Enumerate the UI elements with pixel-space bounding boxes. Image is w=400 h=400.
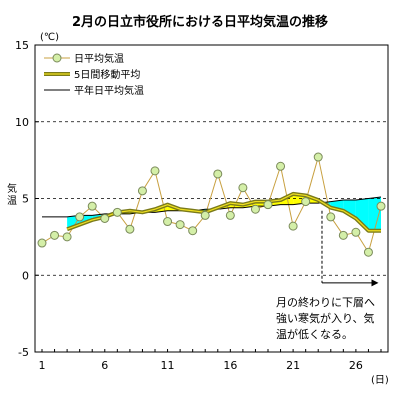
daily-mean-point xyxy=(238,183,248,193)
daily-mean-point xyxy=(188,226,198,236)
daily-mean-point xyxy=(150,166,160,176)
below-normal-fill xyxy=(355,198,369,231)
daily-mean-point xyxy=(213,169,223,179)
annotation-text-line: 月の終わりに下層へ xyxy=(276,295,375,309)
daily-mean-point xyxy=(326,212,336,222)
x-tick-label: 16 xyxy=(223,359,237,372)
daily-mean-point xyxy=(50,230,60,240)
y-tick-label: 0 xyxy=(22,269,29,282)
daily-mean-point xyxy=(250,204,260,214)
y-tick-label: 15 xyxy=(15,39,29,52)
daily-mean-point xyxy=(75,212,85,222)
x-tick-label: 1 xyxy=(39,359,46,372)
daily-mean-point xyxy=(62,232,72,242)
chart-title: 2月の日立市役所における日平均気温の推移 xyxy=(72,14,328,30)
legend-normal-label: 平年日平均気温 xyxy=(74,84,144,97)
y-unit-label: (℃) xyxy=(40,32,59,43)
daily-mean-point xyxy=(137,186,147,196)
daily-mean-line xyxy=(41,156,382,254)
x-tick-label: 11 xyxy=(161,359,175,372)
y-tick-label: 10 xyxy=(15,116,29,129)
daily-mean-point xyxy=(87,201,97,211)
x-tick-label: 26 xyxy=(349,359,363,372)
daily-mean-point xyxy=(125,224,135,234)
y-tick-label: -5 xyxy=(18,346,29,359)
legend-daily-label: 日平均気温 xyxy=(74,52,124,65)
daily-mean-point xyxy=(363,247,373,257)
below-normal-fill xyxy=(343,200,356,219)
annotation-arrowhead xyxy=(371,279,379,287)
daily-mean-point xyxy=(263,200,273,210)
annotation-text-line: 温が低くなる。 xyxy=(276,327,353,341)
legend-daily-marker xyxy=(52,53,62,63)
x-tick-label: 21 xyxy=(286,359,300,372)
daily-mean-point xyxy=(100,213,110,223)
legend-moving-average-label: 5日間移動平均 xyxy=(74,68,140,81)
daily-mean-point xyxy=(338,230,348,240)
daily-mean-point xyxy=(175,220,185,230)
daily-mean-point xyxy=(313,152,323,162)
daily-mean-point xyxy=(163,217,173,227)
daily-mean-point xyxy=(351,227,361,237)
annotation-text-line: 強い寒気が入り、気 xyxy=(276,311,375,325)
daily-mean-point xyxy=(112,207,122,217)
daily-mean-point xyxy=(225,210,235,220)
daily-mean-point xyxy=(200,210,210,220)
x-unit-label: (日) xyxy=(371,375,389,386)
daily-mean-point xyxy=(276,161,286,171)
y-axis-label: 気温 xyxy=(7,182,17,207)
daily-mean-point xyxy=(376,201,386,211)
daily-mean-point xyxy=(288,221,298,231)
daily-mean-point xyxy=(301,197,311,207)
x-tick-label: 6 xyxy=(101,359,108,372)
y-tick-label: 5 xyxy=(22,193,29,206)
daily-mean-point xyxy=(37,238,47,248)
